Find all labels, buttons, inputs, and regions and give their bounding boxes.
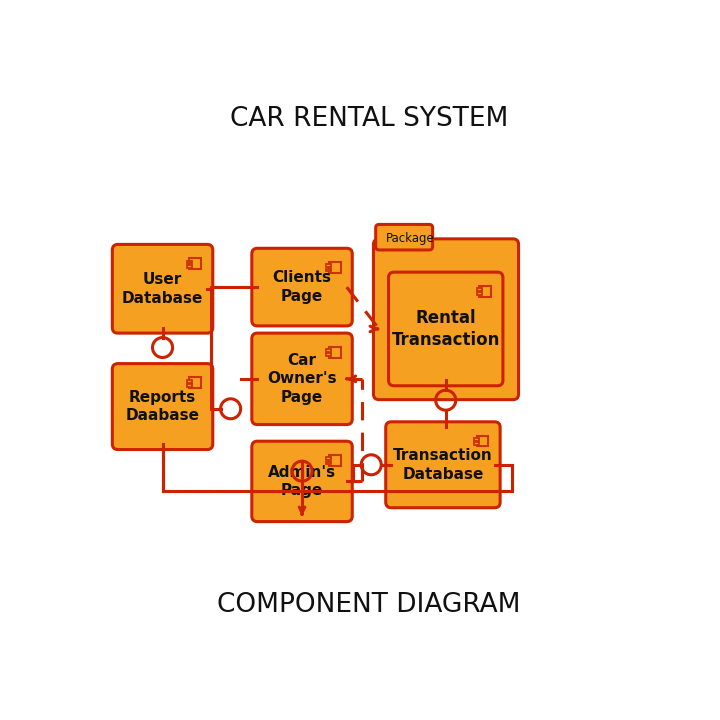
FancyBboxPatch shape <box>252 248 352 326</box>
Bar <box>186 261 192 264</box>
Bar <box>329 347 341 358</box>
Bar <box>326 269 331 271</box>
Bar <box>474 438 479 441</box>
Text: User
Database: User Database <box>122 272 203 305</box>
FancyBboxPatch shape <box>112 364 213 449</box>
Text: Admin's
Page: Admin's Page <box>268 464 336 498</box>
Bar <box>477 288 482 291</box>
Bar <box>326 457 331 460</box>
Bar <box>189 258 201 269</box>
Bar <box>326 354 331 356</box>
Bar <box>326 462 331 464</box>
Bar <box>326 349 331 352</box>
Bar <box>477 292 482 295</box>
FancyBboxPatch shape <box>112 244 213 333</box>
Text: CAR RENTAL SYSTEM: CAR RENTAL SYSTEM <box>230 106 508 132</box>
Text: Rental
Transaction: Rental Transaction <box>392 309 500 349</box>
Bar <box>480 286 491 297</box>
Text: Clients
Page: Clients Page <box>273 270 331 304</box>
Text: COMPONENT DIAGRAM: COMPONENT DIAGRAM <box>217 592 521 618</box>
Bar <box>189 377 201 388</box>
FancyBboxPatch shape <box>252 441 352 521</box>
FancyBboxPatch shape <box>374 239 518 400</box>
Text: Car
Owner's
Page: Car Owner's Page <box>267 353 337 405</box>
Bar <box>329 455 341 466</box>
Text: Transaction
Database: Transaction Database <box>393 448 492 482</box>
FancyBboxPatch shape <box>386 422 500 508</box>
FancyBboxPatch shape <box>252 333 352 425</box>
Bar <box>474 442 479 445</box>
Bar <box>186 265 192 268</box>
Bar <box>329 262 341 273</box>
Text: Reports
Daabase: Reports Daabase <box>125 390 199 423</box>
FancyBboxPatch shape <box>376 225 433 250</box>
Text: Package: Package <box>387 232 435 245</box>
Bar <box>186 384 192 387</box>
Bar <box>326 264 331 267</box>
Bar <box>186 379 192 382</box>
FancyBboxPatch shape <box>389 272 503 386</box>
Bar <box>477 436 488 446</box>
